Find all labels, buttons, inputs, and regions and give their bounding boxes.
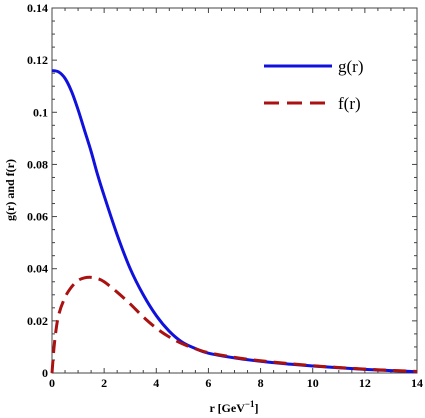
x-axis-title-main: r [GeV bbox=[209, 401, 245, 415]
legend: g(r) f(r) bbox=[264, 57, 363, 113]
x-tick-label: 6 bbox=[205, 376, 211, 390]
y-tick-label: 0 bbox=[42, 366, 48, 380]
x-tick-label: 2 bbox=[101, 376, 107, 390]
y-tick-label: 0.02 bbox=[27, 314, 48, 328]
x-axis-title-tail: ] bbox=[255, 401, 259, 415]
x-tick-label: 12 bbox=[359, 376, 371, 390]
ticks: 0 2 4 6 8 10 12 14 0 0.02 0.04 0.06 0.08 0.1 0.12 0.14 bbox=[27, 1, 423, 390]
x-tick-label: 10 bbox=[307, 376, 319, 390]
x-tick-label: 4 bbox=[153, 376, 159, 390]
x-tick-label: 14 bbox=[411, 376, 423, 390]
y-tick-label: 0.04 bbox=[27, 262, 48, 276]
y-tick-label: 0.14 bbox=[27, 1, 48, 15]
y-tick-label: 0.12 bbox=[27, 53, 48, 67]
legend-label-f: f(r) bbox=[338, 94, 361, 113]
y-tick-label: 0.06 bbox=[27, 210, 48, 224]
x-tick-label: 0 bbox=[49, 376, 55, 390]
legend-label-g: g(r) bbox=[338, 57, 363, 76]
x-axis-title-sup: −1 bbox=[245, 399, 255, 409]
x-axis-title: r [GeV−1] bbox=[209, 399, 258, 415]
y-axis-title: g(r) and f(r) bbox=[3, 159, 17, 221]
x-tick-label: 8 bbox=[258, 376, 264, 390]
series-line-f bbox=[50, 275, 418, 374]
y-tick-label: 0.08 bbox=[27, 157, 48, 171]
series-line-g bbox=[51, 69, 418, 374]
y-tick-label: 0.1 bbox=[33, 105, 48, 119]
curves bbox=[50, 69, 418, 374]
